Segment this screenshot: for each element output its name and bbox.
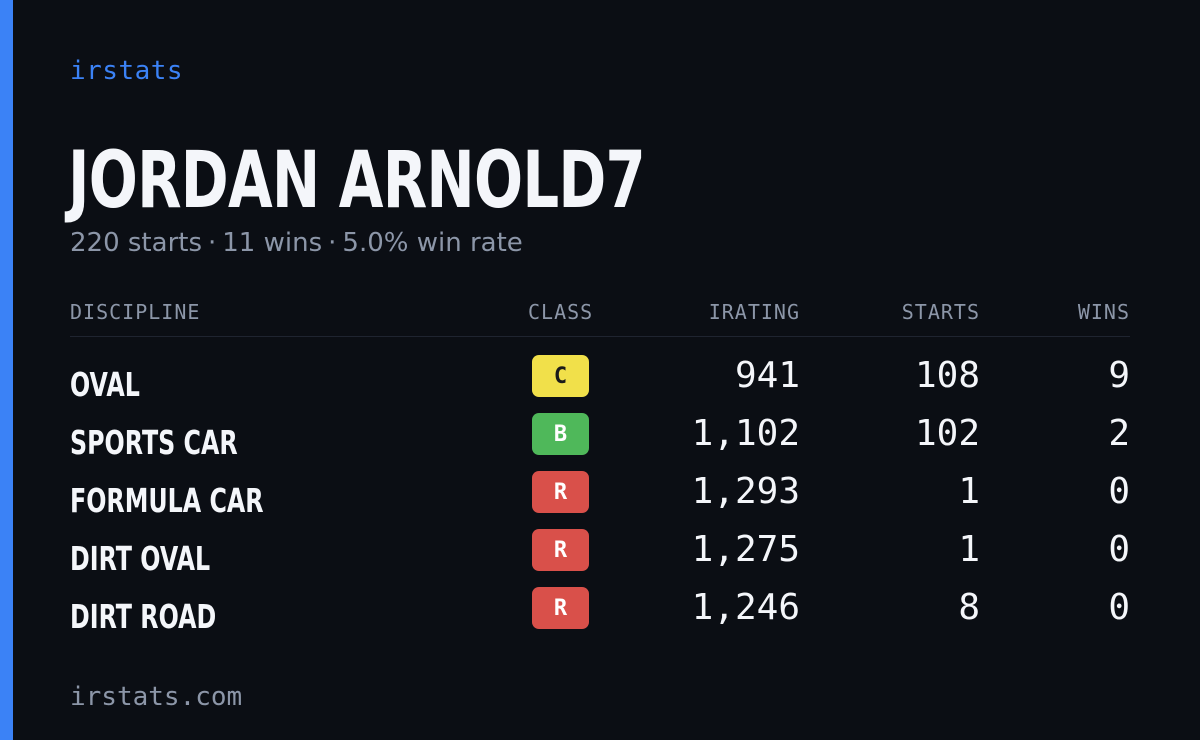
class-badge: R: [532, 587, 589, 629]
discipline-stats-table: DISCIPLINE CLASS IRATING STARTS WINS OVA…: [70, 298, 1130, 645]
table-row: SPORTS CAR B 1,102 102 2: [70, 413, 1130, 471]
brand-logo-text: irstats: [70, 56, 184, 86]
class-badge: B: [532, 413, 589, 455]
table-row: DIRT OVAL R 1,275 1 0: [70, 529, 1130, 587]
summary-separator: ·: [208, 228, 217, 258]
summary-separator: ·: [328, 228, 337, 258]
table-row: OVAL C 941 108 9: [70, 355, 1130, 413]
footer-site-url: irstats.com: [70, 682, 243, 712]
header-class: CLASS: [528, 300, 594, 324]
table-header-row: DISCIPLINE CLASS IRATING STARTS WINS: [70, 298, 1130, 337]
summary-win-rate: 5.0% win rate: [342, 228, 523, 258]
starts-value: 1: [958, 471, 980, 512]
accent-bar: [0, 0, 13, 740]
irating-value: 1,293: [691, 471, 800, 512]
wins-value: 2: [1108, 413, 1130, 454]
header-irating: IRATING: [708, 300, 800, 324]
starts-value: 8: [958, 587, 980, 628]
discipline-name: FORMULA CAR: [70, 481, 264, 520]
header-discipline: DISCIPLINE: [70, 300, 201, 324]
wins-value: 0: [1108, 587, 1130, 628]
discipline-name: DIRT OVAL: [70, 539, 211, 578]
wins-value: 9: [1108, 355, 1130, 396]
class-badge: R: [532, 471, 589, 513]
discipline-name: OVAL: [70, 365, 140, 404]
class-badge: R: [532, 529, 589, 571]
summary-wins: 11 wins: [222, 228, 323, 258]
wins-value: 0: [1108, 529, 1130, 570]
driver-name: JORDAN ARNOLD7: [68, 136, 646, 226]
starts-value: 108: [914, 355, 980, 396]
irating-value: 1,246: [691, 587, 800, 628]
table-row: DIRT ROAD R 1,246 8 0: [70, 587, 1130, 645]
discipline-name: SPORTS CAR: [70, 423, 238, 462]
table-body: OVAL C 941 108 9 SPORTS CAR B 1,102 102 …: [70, 355, 1130, 645]
class-badge: C: [532, 355, 589, 397]
table-row: FORMULA CAR R 1,293 1 0: [70, 471, 1130, 529]
irating-value: 941: [734, 355, 800, 396]
wins-value: 0: [1108, 471, 1130, 512]
irating-value: 1,275: [691, 529, 800, 570]
starts-value: 1: [958, 529, 980, 570]
summary-starts: 220 starts: [70, 228, 202, 258]
irating-value: 1,102: [691, 413, 800, 454]
header-starts: STARTS: [901, 300, 980, 324]
driver-summary: 220 starts · 11 wins · 5.0% win rate: [70, 228, 523, 258]
header-wins: WINS: [1077, 300, 1130, 324]
starts-value: 102: [914, 413, 980, 454]
discipline-name: DIRT ROAD: [70, 597, 217, 636]
